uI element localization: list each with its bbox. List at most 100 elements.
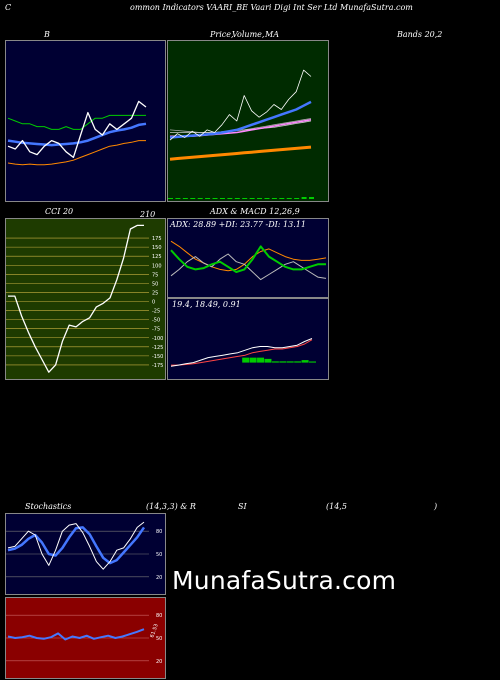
cci-tick-label: -125 — [152, 345, 163, 351]
volume-bar — [227, 198, 233, 199]
adx-values: ADX: 28.89 +DI: 23.77 -DI: 13.11 — [170, 220, 306, 229]
cci-panel: 175 150 125 100 75 50 25 0 -25 -50 -75 -100 -125 -150… — [5, 218, 166, 380]
stochastics-panel: 80 50 20 — [5, 513, 166, 595]
adx-label: ADX & MACD 12,26,9 — [210, 207, 300, 216]
cci-label: CCI 20 — [45, 207, 74, 216]
stoch-k-line — [7, 521, 145, 570]
cci-tick-label: -100 — [152, 336, 163, 342]
cci-chart: 175 150 125 100 75 50 25 0 -25 -50 -75 -100 -125 -150… — [6, 224, 163, 373]
cci-tick-label: 125 — [152, 254, 162, 260]
volume-bar — [168, 198, 173, 199]
cci-tick-label: -50 — [152, 318, 160, 324]
cci-tick-label: -25 — [152, 309, 160, 315]
volume-bar — [271, 198, 277, 199]
volume-bar — [257, 198, 263, 199]
macd-histogram-bar — [257, 357, 265, 363]
price-label: Price, — [210, 30, 234, 39]
rsi-value-label: 61.53 — [149, 623, 160, 639]
macd-signal-line — [171, 339, 313, 366]
volume-bar — [264, 198, 270, 199]
volume-bar — [309, 197, 314, 199]
adx-chart — [170, 240, 327, 281]
rsi-chart: 80 50 20 61.53 — [6, 613, 162, 665]
cci-line — [8, 224, 144, 373]
adx-line — [170, 240, 327, 272]
macd-histogram-bar — [279, 361, 287, 363]
bollinger-label: B — [44, 30, 50, 39]
cci-tick-label: 75 — [152, 272, 158, 278]
volume-bar — [234, 198, 240, 199]
header-title: ommon Indicators VAARI_BE Vaari Digi Int… — [130, 3, 413, 12]
volume-label: Volume, — [232, 30, 265, 39]
cci-tick-label: 100 — [152, 263, 162, 269]
bollinger-panel — [5, 40, 166, 202]
macd-line — [170, 338, 313, 367]
volume-bar — [197, 198, 203, 199]
rsi-tick-label: 20 — [156, 659, 162, 665]
price-close-line — [169, 69, 312, 141]
macd-panel: 19.4, 18.49, 0.91 — [167, 298, 329, 380]
cci-tick-label: 0 — [152, 300, 155, 306]
cci-tick-label: 175 — [152, 236, 162, 242]
bollinger-upper-band — [7, 114, 146, 130]
macd-values: 19.4, 18.49, 0.91 — [172, 300, 241, 309]
cci-tick-label: 150 — [152, 245, 162, 251]
rsi-label: SI — [238, 502, 247, 511]
volume-bar — [190, 198, 196, 199]
price-ma-orange — [169, 145, 312, 161]
volume-bar — [294, 198, 300, 199]
price-chart — [168, 69, 314, 199]
cci-tick-label: 25 — [152, 290, 158, 296]
cci-tick-label: -75 — [152, 327, 160, 333]
price-panel — [167, 40, 329, 202]
adx-panel: ADX: 28.89 +DI: 23.77 -DI: 13.11 — [167, 218, 329, 298]
ma-label: MA — [265, 30, 279, 39]
volume-bar — [242, 198, 248, 199]
bollinger-chart — [7, 100, 147, 166]
macd-histogram-bar — [271, 361, 279, 363]
cci-tick-label: -175 — [152, 363, 163, 369]
macd-histogram-bar — [309, 361, 316, 363]
rsi-panel: 80 50 20 61.53 — [5, 597, 166, 679]
bollinger-middle-band — [7, 122, 147, 147]
volume-bar — [249, 198, 255, 199]
stoch-tick-label: 20 — [156, 575, 162, 581]
rsi-tick-label: 50 — [156, 636, 162, 642]
cci-tick-label: -150 — [152, 354, 163, 360]
stoch-tick-label: 80 — [156, 529, 162, 535]
bands-label: Bands 20,2 — [397, 30, 443, 39]
stochastics-chart: 80 50 20 — [6, 521, 162, 581]
volume-bar — [182, 198, 188, 199]
volume-bar — [279, 198, 285, 199]
header-c-letter: C — [5, 3, 12, 12]
stoch-label: Stochastics — [25, 502, 72, 511]
macd-histogram-bar — [301, 360, 309, 363]
macd-histogram-bar — [249, 357, 257, 363]
volume-bar — [175, 198, 181, 199]
stoch-d-line — [7, 526, 146, 565]
bollinger-lower-band — [7, 140, 146, 166]
volume-bar — [205, 198, 211, 199]
stoch-params: (14,3,3) & R — [146, 502, 196, 511]
bollinger-price-line — [7, 100, 147, 159]
volume-bar — [301, 197, 307, 199]
price-ma-fast — [169, 100, 312, 139]
rsi-tick-label: 80 — [156, 613, 162, 619]
stoch-tick-label: 50 — [156, 552, 162, 558]
macd-chart — [170, 338, 316, 367]
rsi-params: (14,5 — [326, 502, 347, 511]
macd-histogram-bar — [294, 361, 302, 363]
volume-bar — [219, 198, 225, 199]
volume-bar — [212, 198, 218, 199]
minus-di-line — [170, 253, 327, 281]
rsi-close: ) — [434, 502, 438, 511]
cci-tick-label: 50 — [152, 281, 158, 287]
macd-histogram-bar — [264, 358, 272, 363]
watermark: MunafaSutra.com — [172, 566, 397, 595]
rsi-line — [7, 628, 145, 641]
macd-histogram-bar — [286, 361, 294, 363]
plus-di-line — [170, 245, 326, 273]
macd-histogram-bar — [242, 357, 250, 363]
cci-value: 210 — [140, 210, 156, 219]
volume-bar — [286, 198, 292, 199]
